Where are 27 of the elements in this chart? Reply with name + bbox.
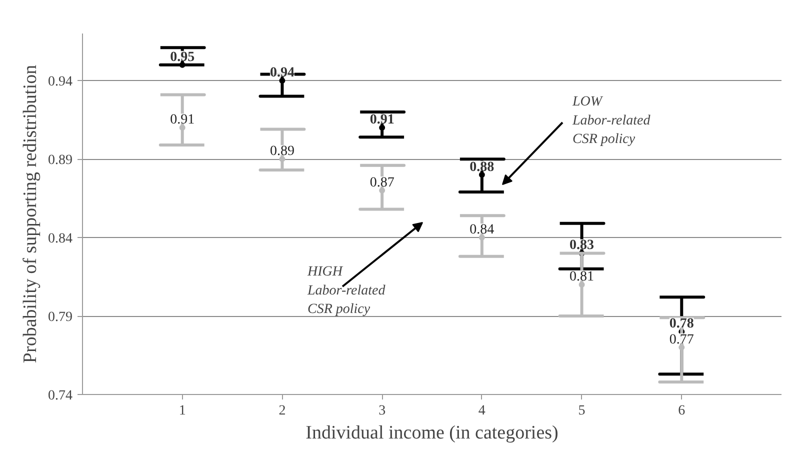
data-label: 0.94: [270, 66, 294, 81]
x-tick-label: 5: [578, 404, 586, 418]
y-tick-label: 0.74: [48, 388, 72, 404]
x-tick-label: 1: [178, 404, 186, 418]
x-axis-title: Individual income (in categories): [306, 422, 558, 444]
y-tick-label: 0.79: [48, 310, 72, 326]
data-label: 0.78: [669, 316, 694, 332]
data-label: 0.81: [570, 270, 594, 285]
annotation: LOW Labor-related CSR policy: [572, 94, 652, 147]
data-label: 0.95: [170, 50, 195, 65]
x-tick-label: 6: [678, 404, 686, 418]
data-label: 0.91: [370, 112, 394, 128]
data-label: 0.89: [270, 144, 294, 160]
y-axis-title: Probability of supporting redistribution: [20, 64, 41, 364]
x-tick-label: 2: [278, 404, 286, 418]
y-tick-label: 0.84: [48, 232, 72, 247]
x-tick-label: 4: [478, 404, 486, 418]
data-label: 0.77: [669, 332, 694, 348]
annotation: HIGH Labor-related CSR policy: [306, 264, 386, 317]
data-label: 0.87: [370, 175, 394, 190]
x-tick-label: 3: [378, 404, 386, 418]
data-label: 0.84: [470, 222, 494, 238]
data-label: 0.83: [570, 238, 594, 254]
y-tick-label: 0.89: [48, 153, 72, 168]
data-label: 0.88: [470, 160, 494, 175]
y-tick-label: 0.94: [48, 74, 72, 90]
data-label: 0.91: [170, 112, 195, 128]
